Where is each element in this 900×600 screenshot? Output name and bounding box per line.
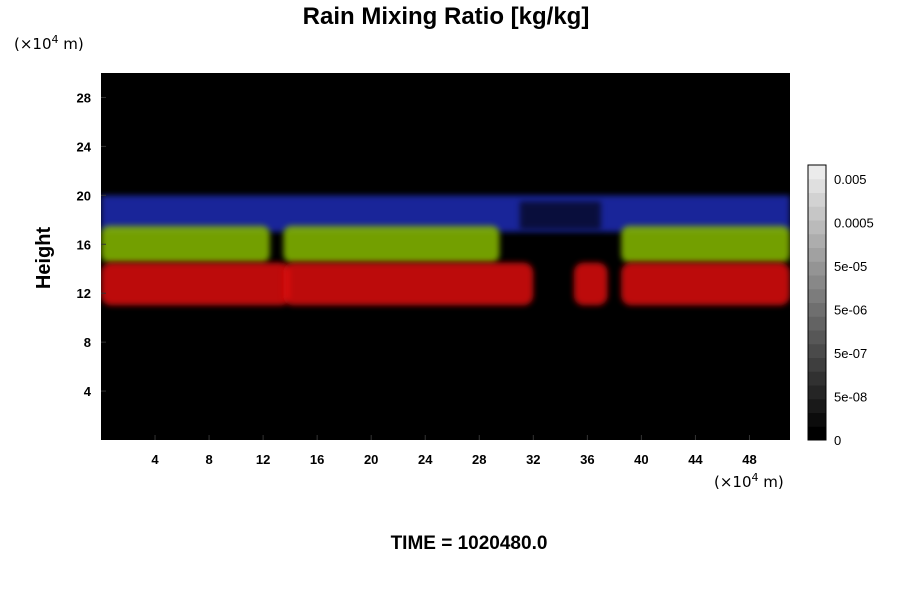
colorbar-swatch (808, 357, 826, 372)
colorbar: 0.005 0.0005 5e-05 5e-06 5e-07 5e-08 0 (807, 164, 874, 448)
colorbar-swatch (808, 343, 826, 358)
colorbar-frame (807, 164, 827, 441)
colorbar-swatch (808, 275, 826, 290)
colorbar-swatch (808, 426, 826, 441)
middle-rain-band (283, 225, 500, 263)
colorbar-swatch (808, 398, 826, 413)
y-tick-label: 28 (77, 90, 91, 105)
colorbar-swatch (808, 192, 826, 207)
colorbar-swatch (808, 316, 826, 331)
y-tick-label: 4 (84, 384, 92, 399)
lower-rain-band (573, 262, 608, 306)
x-tick-label: 28 (472, 452, 486, 467)
y-tick-label: 12 (77, 286, 91, 301)
x-axis-unit: (×104 m) (714, 471, 784, 491)
colorbar-tick-label: 0.005 (834, 172, 867, 187)
lower-rain-band (101, 262, 291, 306)
x-tick-label: 12 (256, 452, 270, 467)
time-label: TIME = 1020480.0 (391, 533, 548, 554)
y-axis-label: Height (33, 227, 55, 290)
x-tick-label: 4 (151, 452, 159, 467)
colorbar-swatch (808, 302, 826, 317)
colorbar-tick-label: 5e-07 (834, 346, 867, 361)
lower-rain-band (283, 262, 534, 306)
rain-bands (101, 195, 790, 306)
colorbar-tick-label: 0.0005 (834, 216, 874, 231)
colorbar-tick-label: 5e-06 (834, 303, 867, 318)
colorbar-swatch (808, 330, 826, 345)
colorbar-tick-label: 0 (834, 433, 841, 448)
colorbar-tick-label: 5e-08 (834, 390, 867, 405)
upper-rain-band (101, 195, 790, 233)
y-tick-label: 8 (84, 335, 91, 350)
colorbar-swatch (808, 178, 826, 193)
colorbar-tick-label: 5e-05 (834, 259, 867, 274)
x-tick-label: 44 (688, 452, 703, 467)
x-tick-label: 36 (580, 452, 594, 467)
colorbar-swatch (808, 206, 826, 221)
middle-rain-band (621, 225, 790, 263)
chart-title: Rain Mixing Ratio [kg/kg] (303, 3, 590, 30)
colorbar-swatch (808, 165, 826, 180)
colorbar-swatch (808, 412, 826, 427)
colorbar-swatch (808, 233, 826, 248)
x-tick-label: 48 (742, 452, 756, 467)
x-tick-label: 32 (526, 452, 540, 467)
y-axis: 4 8 12 16 20 24 28 (77, 90, 106, 399)
colorbar-swatch (808, 261, 826, 276)
x-axis: 4 8 12 16 20 24 28 32 36 40 44 48 (151, 435, 757, 467)
colorbar-swatch (808, 247, 826, 262)
x-tick-label: 40 (634, 452, 648, 467)
y-tick-label: 16 (77, 237, 91, 252)
y-tick-label: 20 (77, 188, 91, 203)
x-tick-label: 24 (418, 452, 433, 467)
y-axis-unit: (×104 m) (14, 33, 84, 53)
x-tick-label: 8 (205, 452, 212, 467)
colorbar-swatch (808, 220, 826, 235)
x-tick-label: 20 (364, 452, 378, 467)
lower-rain-band (621, 262, 790, 306)
colorbar-swatch (808, 288, 826, 303)
colorbar-swatch (808, 385, 826, 400)
upper-band-gap (519, 201, 601, 230)
middle-rain-band (101, 225, 270, 263)
x-tick-label: 16 (310, 452, 324, 467)
y-tick-label: 24 (77, 139, 92, 154)
colorbar-swatch (808, 371, 826, 386)
